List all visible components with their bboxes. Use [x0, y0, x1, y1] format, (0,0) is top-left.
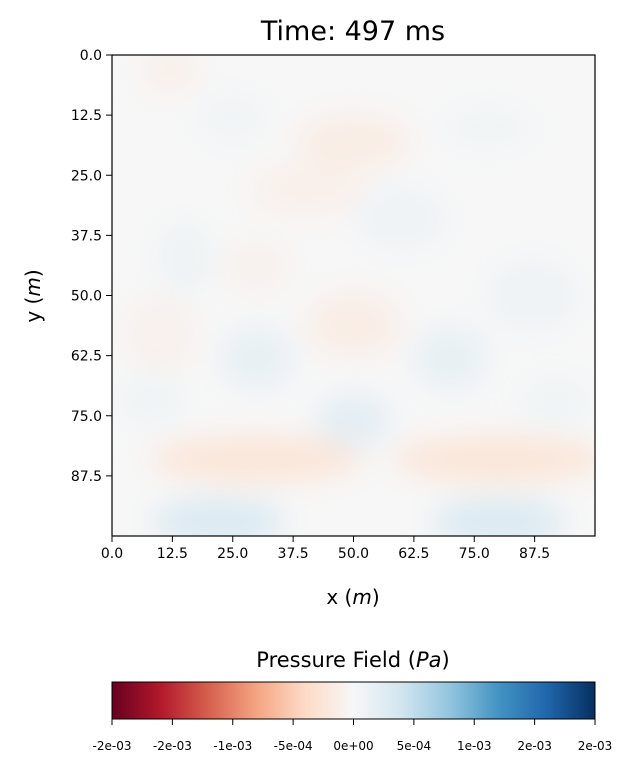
y-tick-label: 75.0	[71, 409, 102, 425]
y-axis-label: y (m)	[21, 269, 45, 322]
y-tick-label: 62.5	[71, 349, 102, 365]
colorbar-tick-label: -5e-04	[274, 739, 313, 753]
field-blob	[305, 290, 402, 359]
field-blob	[353, 184, 451, 253]
field-blob	[121, 295, 199, 373]
y-tick-label: 25.0	[71, 168, 102, 184]
chart-title: Time: 497 ms	[260, 16, 445, 47]
field-blob	[440, 103, 538, 152]
y-axis: 0.0 12.5 25.0 37.5 50.0 62.5 75.0 87.5	[71, 48, 112, 485]
x-tick-label: 12.5	[157, 546, 188, 562]
colorbar-tick-label: 0e+00	[333, 739, 373, 753]
x-tick-label: 50.0	[338, 546, 369, 562]
x-axis-label: x (m)	[326, 585, 379, 609]
field-blob	[411, 324, 489, 392]
field-blob	[314, 391, 393, 450]
field-blob	[112, 372, 190, 431]
field-blob	[194, 88, 272, 147]
field-blob	[295, 112, 412, 171]
y-tick-label: 0.0	[80, 48, 102, 64]
x-tick-label: 75.0	[459, 546, 490, 562]
x-tick-label: 0.0	[101, 546, 123, 562]
colorbar-tick-label: -1e-03	[213, 739, 252, 753]
colorbar-tick-label: 2e-03	[578, 739, 613, 753]
x-tick-label: 62.5	[398, 546, 429, 562]
y-tick-label: 50.0	[71, 289, 102, 305]
field-blob	[430, 497, 566, 536]
y-tick-label: 37.5	[71, 228, 102, 244]
field-blob	[392, 434, 595, 484]
field-blob	[247, 160, 364, 219]
field-blob	[140, 55, 199, 94]
field-blob	[150, 497, 286, 536]
y-tick-label: 12.5	[71, 108, 102, 124]
colorbar-axis: -2e-03 -2e-03 -1e-03 -5e-04 0e+00 5e-04 1e-03 2…	[93, 719, 613, 753]
colorbar-tick-label: 1e-03	[457, 739, 492, 753]
x-tick-label: 37.5	[278, 546, 309, 562]
x-axis: 0.0 12.5 25.0 37.5 50.0 62.5 75.0 87.5	[101, 536, 550, 562]
x-tick-label: 25.0	[217, 546, 248, 562]
colorbar-tick-label: -2e-03	[153, 739, 192, 753]
heatmap-plot-area	[111, 54, 596, 537]
colorbar	[111, 681, 596, 720]
field-blob	[517, 372, 595, 431]
colorbar-tick-label: 5e-04	[397, 739, 432, 753]
colorbar-tick-label: 2e-03	[517, 739, 552, 753]
field-blob	[218, 324, 296, 392]
field-blob	[483, 257, 581, 334]
colorbar-title: Pressure Field (Pa)	[256, 648, 449, 672]
field-blob	[150, 434, 364, 484]
colorbar-tick-label: -2e-03	[93, 739, 132, 753]
field-blob	[223, 237, 291, 296]
field-blob	[155, 218, 214, 296]
y-tick-label: 87.5	[71, 469, 102, 485]
x-tick-label: 87.5	[519, 546, 550, 562]
